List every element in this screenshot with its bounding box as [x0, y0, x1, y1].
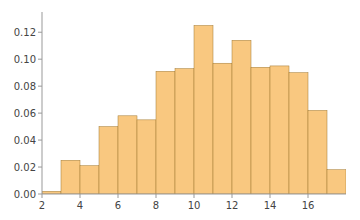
bar	[61, 160, 80, 194]
bar	[99, 127, 118, 194]
y-tick-label: 0.02	[14, 162, 36, 173]
x-tick-label: 16	[302, 200, 315, 211]
y-tick-label: 0.00	[14, 189, 36, 200]
y-tick-label: 0.06	[14, 108, 36, 119]
x-tick	[42, 194, 43, 198]
x-tick	[308, 194, 309, 198]
bar	[270, 66, 289, 194]
x-tick-label: 4	[77, 200, 83, 211]
y-tick-label: 0.12	[14, 27, 36, 38]
y-tick-label: 0.10	[14, 54, 36, 65]
bar	[327, 170, 346, 194]
x-tick-label: 10	[188, 200, 201, 211]
x-tick-label: 2	[39, 200, 45, 211]
axes: 2 4 6 8 10 12 14 16 0.00 0.02 0.04 0.06 0.08 0.10 0.12	[14, 12, 346, 211]
x-tick-label: 6	[115, 200, 121, 211]
bar	[118, 116, 137, 194]
y-tick	[38, 194, 42, 195]
bar	[137, 120, 156, 194]
y-tick	[38, 167, 42, 168]
bar	[194, 25, 213, 194]
bar	[156, 71, 175, 194]
bars	[42, 25, 346, 194]
x-tick	[270, 194, 271, 198]
x-tick	[232, 194, 233, 198]
y-tick-label: 0.04	[14, 135, 36, 146]
x-tick	[118, 194, 119, 198]
x-tick	[156, 194, 157, 198]
bar	[308, 110, 327, 194]
y-tick	[38, 59, 42, 60]
x-tick-label: 8	[153, 200, 159, 211]
bar	[213, 63, 232, 194]
y-tick	[38, 113, 42, 114]
bar	[251, 67, 270, 194]
bar	[289, 73, 308, 194]
y-tick	[38, 140, 42, 141]
x-tick-label: 12	[226, 200, 239, 211]
x-tick-label: 14	[264, 200, 277, 211]
bar	[175, 69, 194, 194]
y-tick	[38, 32, 42, 33]
y-tick	[38, 86, 42, 87]
bar	[232, 40, 251, 194]
chart: 2 4 6 8 10 12 14 16 0.00 0.02 0.04 0.06 0.08 0.10 0.12	[0, 0, 360, 220]
y-tick-label: 0.08	[14, 81, 36, 92]
bar	[80, 166, 99, 194]
x-tick	[80, 194, 81, 198]
x-tick	[194, 194, 195, 198]
